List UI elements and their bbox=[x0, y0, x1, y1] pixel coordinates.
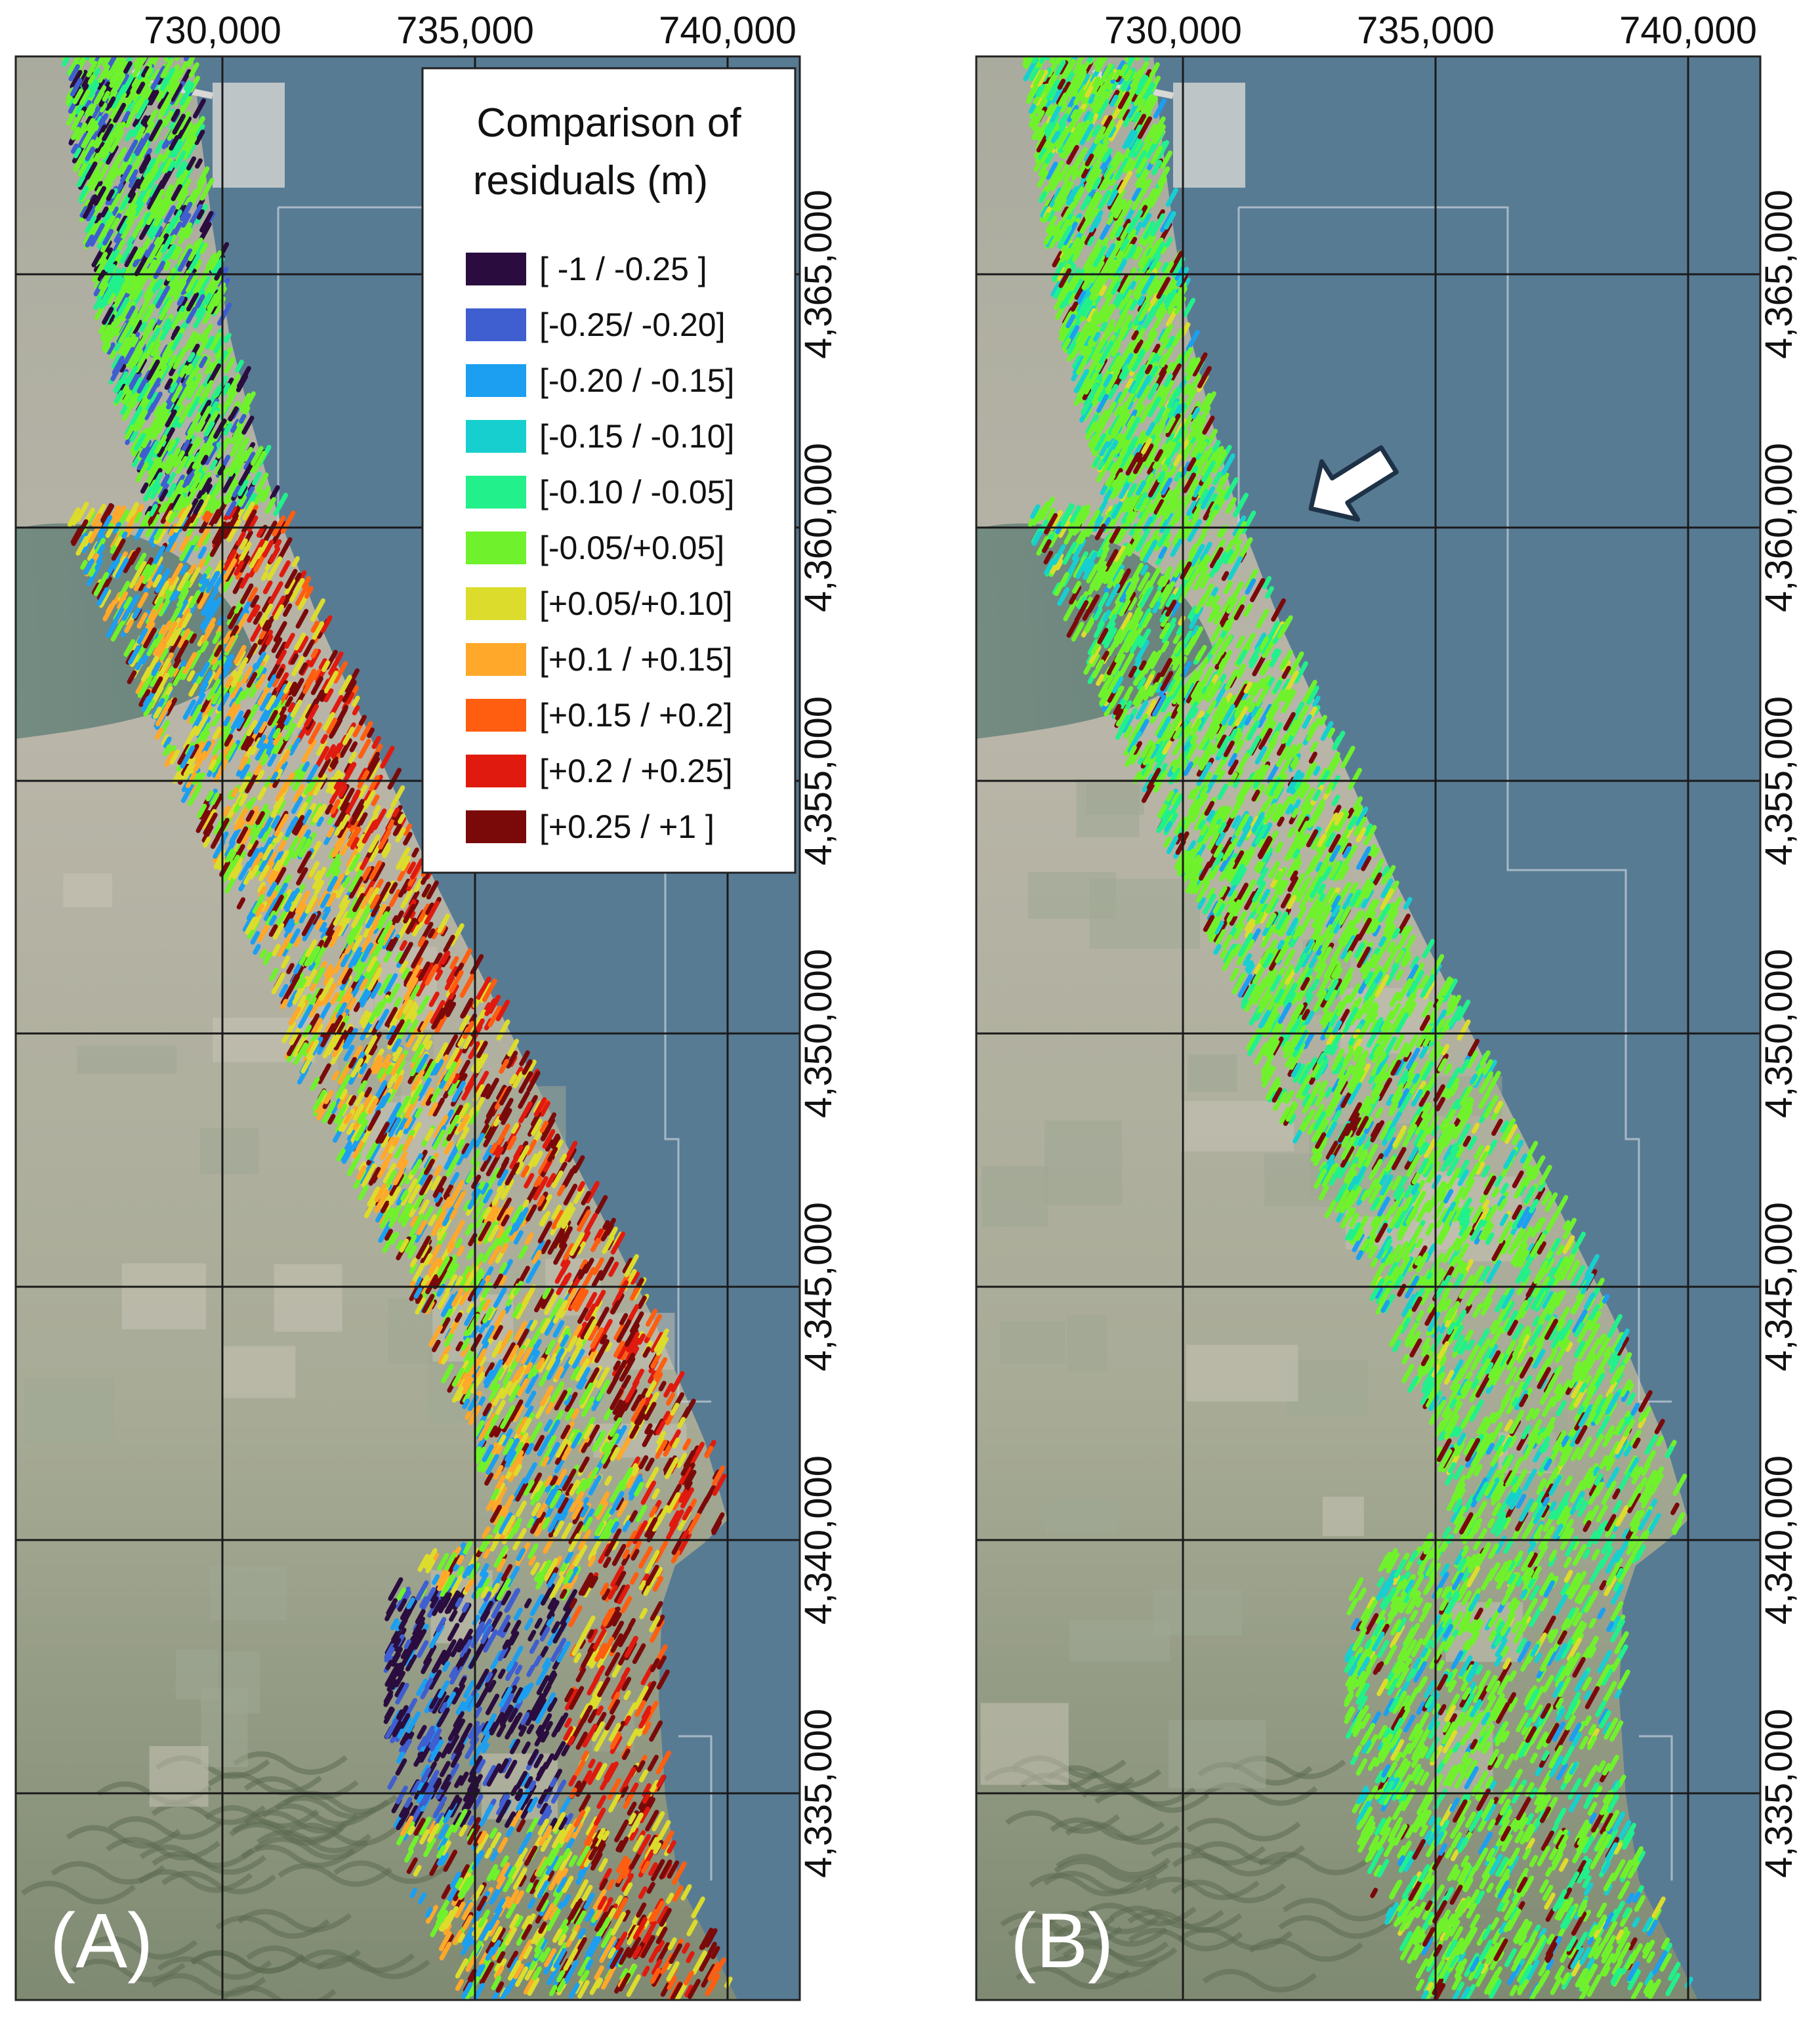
legend-item-label: [-0.20 / -0.15] bbox=[539, 362, 734, 399]
arrow-indicator-icon bbox=[1308, 445, 1399, 522]
x-tick-label: 740,000 bbox=[1619, 9, 1757, 52]
y-tick-label: 4,355,000 bbox=[797, 696, 840, 865]
legend-swatch bbox=[466, 699, 526, 732]
y-tick-label: 4,350,000 bbox=[797, 949, 840, 1118]
y-tick-label: 4,340,000 bbox=[797, 1455, 840, 1625]
map-frame bbox=[975, 55, 1762, 2001]
legend-box bbox=[421, 67, 796, 874]
legend-item-label: [-0.10 / -0.05] bbox=[539, 474, 734, 510]
map-panel-b: 730,000 735,000 740,000 4,365,000 4,360,000 4… bbox=[975, 9, 1800, 2001]
legend-item-label: [+0.25 / +1 ] bbox=[539, 808, 714, 845]
map-frame bbox=[14, 55, 801, 2001]
legend-item-label: [+0.1 / +0.15] bbox=[539, 641, 733, 678]
legend-swatch bbox=[466, 253, 526, 285]
y-tick-label: 4,340,000 bbox=[1758, 1455, 1800, 1625]
legend-item-label: [+0.05/+0.10] bbox=[539, 585, 733, 622]
panel-tag: (A) bbox=[50, 1898, 153, 1984]
legend-swatch bbox=[466, 810, 526, 843]
y-tick-label: 4,345,000 bbox=[1758, 1202, 1800, 1371]
y-tick-label: 4,365,000 bbox=[1758, 190, 1800, 359]
x-tick-label: 735,000 bbox=[396, 9, 534, 52]
x-tick-label: 730,000 bbox=[144, 9, 281, 52]
legend-title-line-1: Comparison of bbox=[476, 100, 741, 146]
x-tick-label: 730,000 bbox=[1104, 9, 1242, 52]
coordinate-grid bbox=[976, 56, 1760, 2000]
legend-swatch bbox=[466, 308, 526, 341]
y-tick-label: 4,360,000 bbox=[1758, 443, 1800, 612]
y-tick-label: 4,365,000 bbox=[797, 190, 840, 359]
legend-swatch bbox=[466, 420, 526, 453]
legend: Comparison of residuals (m) [ -1 / -0.25 ]… bbox=[421, 67, 796, 874]
legend-swatch bbox=[466, 476, 526, 509]
legend-item-label: [-0.25/ -0.20] bbox=[539, 306, 726, 343]
y-tick-label: 4,360,000 bbox=[797, 443, 840, 612]
legend-item-label: [ -1 / -0.25 ] bbox=[539, 251, 707, 287]
x-tick-label: 735,000 bbox=[1357, 9, 1495, 52]
panel-tag: (B) bbox=[1010, 1898, 1113, 1984]
y-tick-label: 4,350,000 bbox=[1758, 949, 1800, 1118]
legend-swatch bbox=[466, 364, 526, 397]
y-tick-label: 4,355,000 bbox=[1758, 696, 1800, 865]
legend-title-line-2: residuals (m) bbox=[473, 158, 708, 203]
y-tick-label: 4,335,000 bbox=[1758, 1709, 1800, 1878]
y-tick-label: 4,335,000 bbox=[797, 1709, 840, 1878]
harbor-structure bbox=[213, 83, 285, 188]
legend-item-label: [+0.15 / +0.2] bbox=[539, 697, 733, 734]
legend-swatch bbox=[466, 643, 526, 676]
legend-item-label: [-0.15 / -0.10] bbox=[539, 418, 734, 455]
residual-tracks bbox=[1022, 56, 1693, 2000]
harbor-structure bbox=[1173, 83, 1245, 188]
survey-boundary bbox=[1239, 206, 1673, 1881]
legend-swatch bbox=[466, 755, 526, 787]
legend-item-label: [-0.05/+0.05] bbox=[539, 530, 724, 566]
legend-swatch bbox=[466, 587, 526, 620]
x-tick-label: 740,000 bbox=[659, 9, 796, 52]
legend-swatch bbox=[466, 531, 526, 564]
y-tick-label: 4,345,000 bbox=[797, 1202, 840, 1371]
legend-item-label: [+0.2 / +0.25] bbox=[539, 753, 733, 789]
